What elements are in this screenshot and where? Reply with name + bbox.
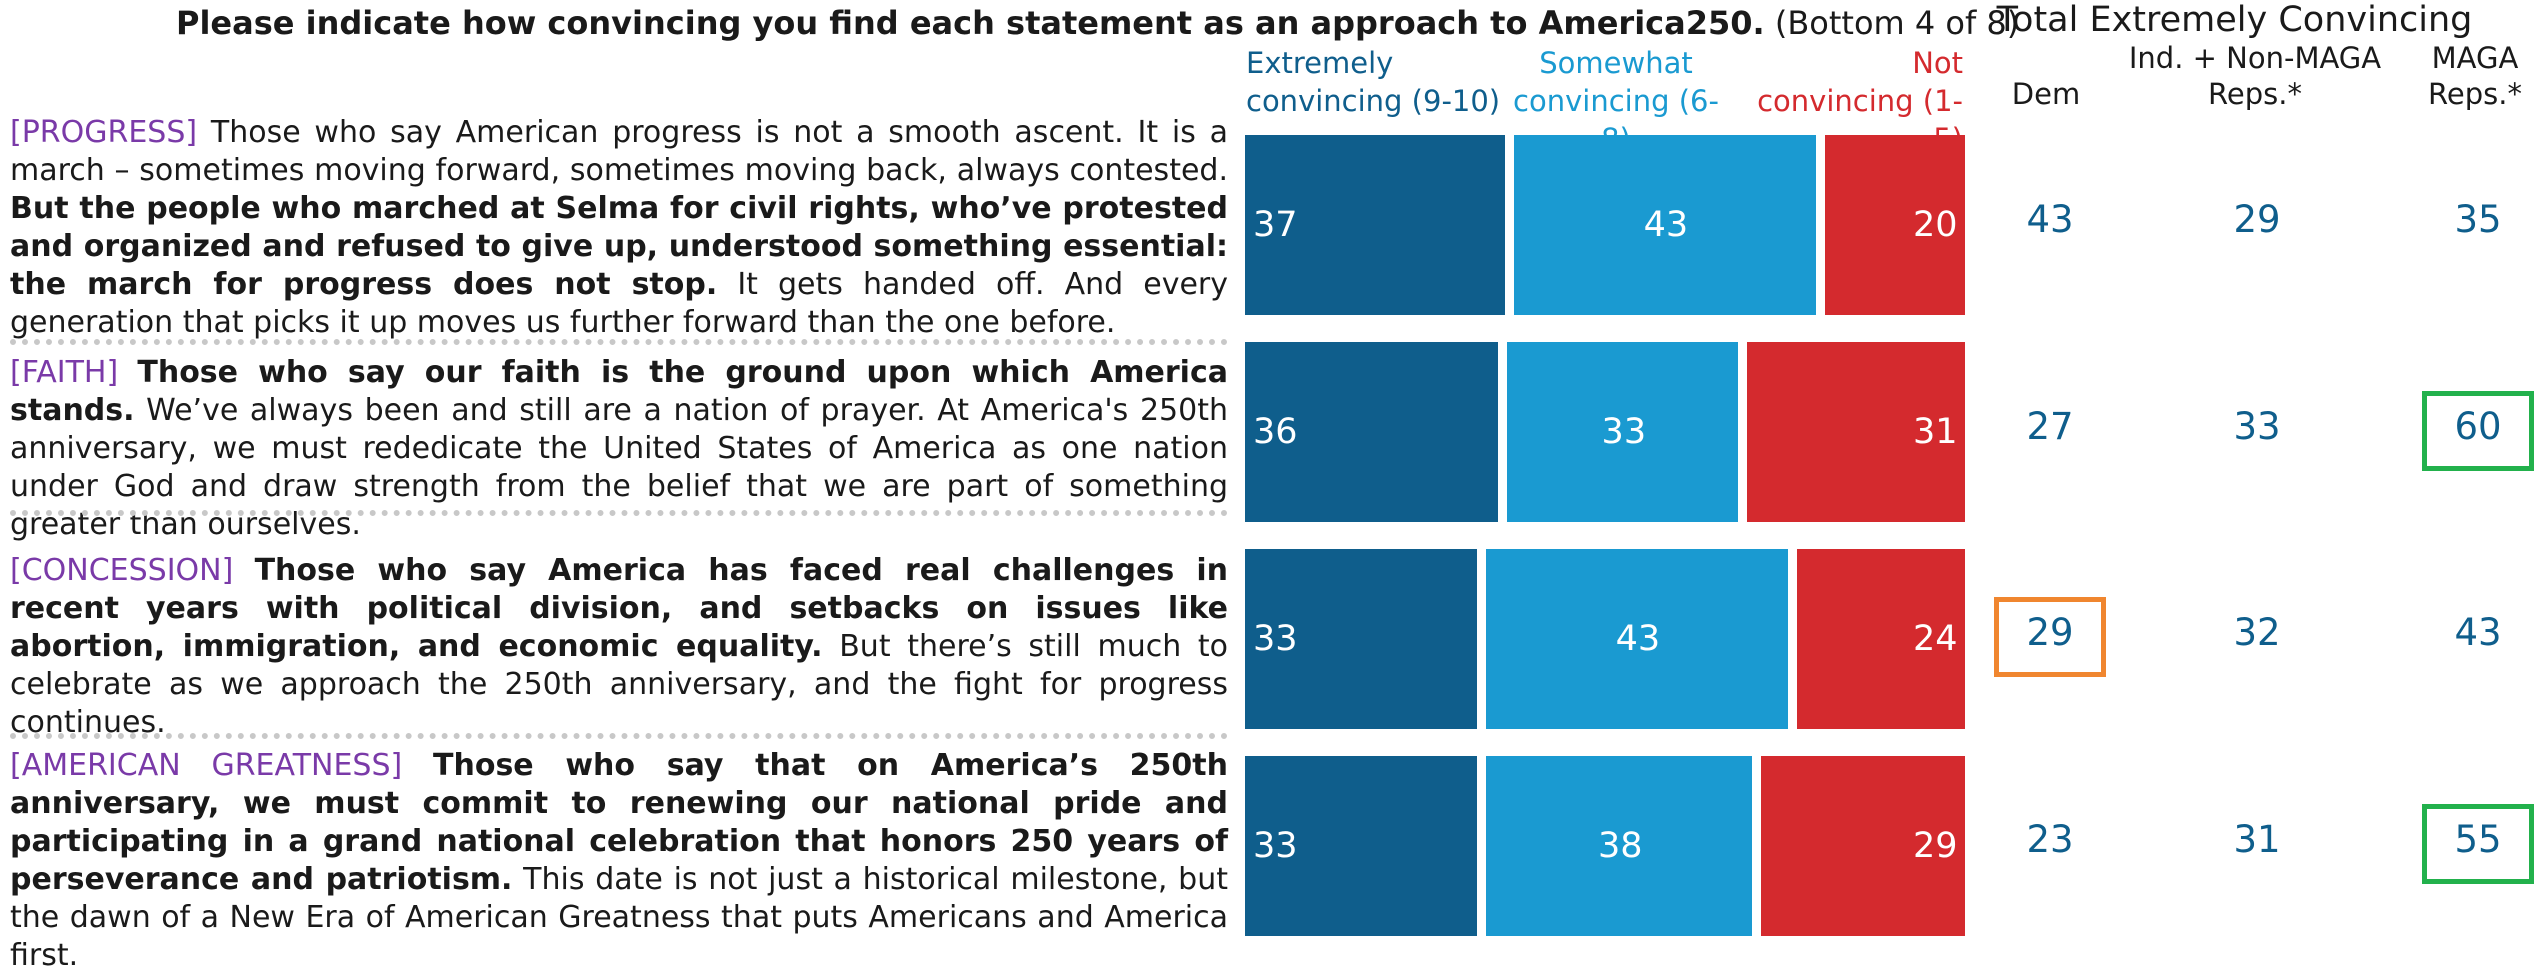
bar-segment-not — [1796, 549, 1965, 729]
row-divider — [10, 510, 1228, 516]
title-bold: Please indicate how convincing you find … — [176, 4, 1765, 42]
total-value-ind: 29 — [2233, 198, 2281, 241]
bar-segment-somewhat — [1485, 756, 1753, 936]
bar-segment-extremely — [1245, 342, 1498, 522]
bar-segment-not — [1761, 756, 1965, 936]
chart-title: Please indicate how convincing you find … — [176, 4, 2019, 42]
bar-segment-not — [1824, 135, 1965, 315]
legend-extremely-line2: convincing (9-10) — [1246, 84, 1501, 118]
bar-value-label: 37 — [1253, 205, 1298, 245]
col-head-dem: Dem — [2011, 77, 2081, 111]
bar-value-label: 36 — [1253, 412, 1298, 452]
legend-not-line1: Not — [1912, 46, 1963, 80]
bar-value-label: 24 — [1913, 619, 1958, 659]
legend-not-line2: convincing (1-5) — [1757, 84, 1963, 156]
bar-segment-not — [1747, 342, 1965, 522]
statement-tag: [FAITH] — [10, 355, 119, 390]
col-head-ind: Ind. + Non-MAGA Reps.* — [2120, 40, 2390, 112]
total-value-ind: 33 — [2233, 405, 2281, 448]
bar-segment-extremely — [1245, 756, 1477, 936]
highlight-box — [1994, 597, 2106, 677]
bar-value-label: 33 — [1253, 826, 1298, 866]
total-value-dem: 29 — [2026, 611, 2074, 654]
bar-segment-somewhat — [1485, 549, 1788, 729]
highlight-box — [2422, 804, 2534, 884]
bar-segment-extremely — [1245, 135, 1505, 315]
bar-value-label: 33 — [1601, 412, 1647, 452]
total-value-dem: 27 — [2026, 405, 2074, 448]
total-value-ind: 31 — [2233, 818, 2281, 861]
statement-text — [118, 355, 137, 390]
col-head-maga: MAGA Reps.* — [2400, 40, 2539, 112]
statement-american-greatness: [AMERICAN GREATNESS] Those who say that … — [10, 747, 1228, 975]
bar-segment-extremely — [1245, 549, 1477, 729]
statement-bold-text: Those who say our faith is the ground up… — [10, 355, 1228, 428]
totals-title: Total Extremely Convincing — [1996, 0, 2473, 40]
statement-tag: [PROGRESS] — [10, 115, 198, 150]
total-value-maga: 43 — [2454, 611, 2502, 654]
legend-not: Not convincing (1-5) — [1735, 44, 1963, 158]
statement-text — [233, 553, 254, 588]
statement-text — [402, 748, 433, 783]
legend-extremely: Extremely convincing (9-10) — [1246, 44, 1500, 120]
statement-progress: [PROGRESS] Those who say American progre… — [10, 114, 1228, 342]
row-divider — [10, 733, 1228, 739]
statement-text: But there’s still much to celebrate as w… — [10, 629, 1228, 740]
row-divider — [10, 339, 1228, 345]
bar-segment-somewhat — [1513, 135, 1816, 315]
highlight-box — [2422, 391, 2534, 471]
total-value-maga: 55 — [2454, 818, 2502, 861]
col-head-ind-line2: Reps.* — [2208, 77, 2302, 111]
bar-value-label: 38 — [1598, 826, 1643, 866]
bar-segment-somewhat — [1506, 342, 1739, 522]
total-value-ind: 32 — [2233, 611, 2281, 654]
statement-text: We’ve always been and still are a nation… — [10, 393, 1228, 542]
bar-value-label: 31 — [1913, 412, 1958, 452]
statement-text: It gets handed off. And every generation… — [10, 267, 1228, 340]
legend-somewhat: Somewhat convincing (6-8) — [1500, 44, 1732, 158]
statement-bold-text: Those who say America has faced real cha… — [10, 553, 1228, 664]
bar-value-label: 33 — [1253, 619, 1298, 659]
col-head-maga-line1: MAGA — [2431, 41, 2519, 75]
total-value-maga: 35 — [2454, 198, 2502, 241]
bar-value-label: 43 — [1615, 619, 1661, 659]
statement-text: This date is not just a historical miles… — [10, 862, 1228, 973]
statement-text: Those who say American progress is not a… — [10, 115, 1228, 188]
total-value-dem: 23 — [2026, 818, 2074, 861]
legend-extremely-line1: Extremely — [1246, 46, 1394, 80]
total-value-maga: 60 — [2454, 405, 2502, 448]
statement-bold-text: But the people who marched at Selma for … — [10, 191, 1228, 302]
statement-concession: [CONCESSION] Those who say America has f… — [10, 552, 1228, 742]
statement-tag: [AMERICAN GREATNESS] — [10, 748, 403, 783]
col-head-ind-line1: Ind. + Non-MAGA — [2128, 41, 2382, 75]
title-rest: (Bottom 4 of 8) — [1774, 4, 2020, 42]
col-head-maga-line2: Reps.* — [2428, 77, 2522, 111]
statement-bold-text: Those who say that on America’s 250th an… — [10, 748, 1228, 897]
total-value-dem: 43 — [2026, 198, 2074, 241]
bar-value-label: 29 — [1913, 826, 1958, 866]
legend-somewhat-line1: Somewhat — [1539, 46, 1693, 80]
bar-value-label: 20 — [1913, 205, 1958, 245]
statement-tag: [CONCESSION] — [10, 553, 234, 588]
bar-value-label: 43 — [1643, 205, 1689, 245]
